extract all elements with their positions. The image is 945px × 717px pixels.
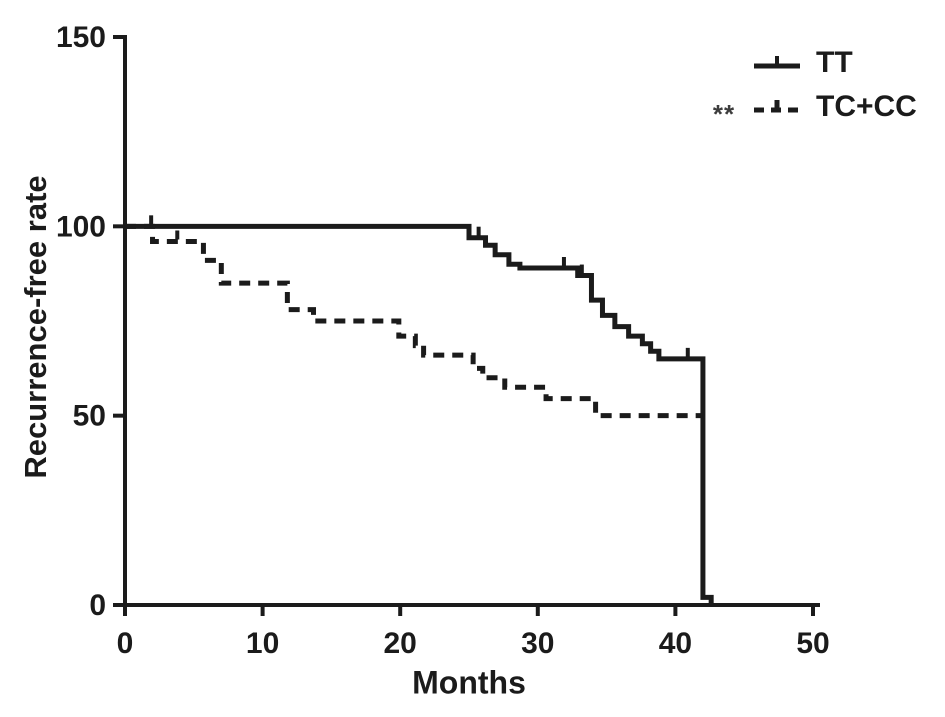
tc-cc-dashed-line-symbol: [754, 100, 800, 113]
legend: TT ** TC+CC: [702, 41, 917, 129]
svg-text:50: 50: [73, 400, 106, 433]
svg-text:10: 10: [246, 627, 279, 660]
legend-item-tc-cc: ** TC+CC: [702, 85, 917, 129]
legend-label-tt: TT: [816, 46, 853, 79]
svg-text:100: 100: [56, 210, 106, 243]
svg-text:40: 40: [659, 627, 692, 660]
svg-text:150: 150: [56, 21, 106, 54]
svg-text:0: 0: [117, 627, 134, 660]
svg-text:20: 20: [384, 627, 417, 660]
x-axis-title: Months: [412, 664, 526, 701]
svg-text:50: 50: [796, 627, 829, 660]
legend-item-tt: TT: [702, 41, 917, 85]
legend-label-tc-cc: TC+CC: [816, 90, 917, 123]
svg-text:0: 0: [89, 589, 106, 622]
significance-marker: **: [712, 98, 736, 129]
tt-solid-line-symbol: [754, 56, 800, 69]
svg-text:30: 30: [521, 627, 554, 660]
